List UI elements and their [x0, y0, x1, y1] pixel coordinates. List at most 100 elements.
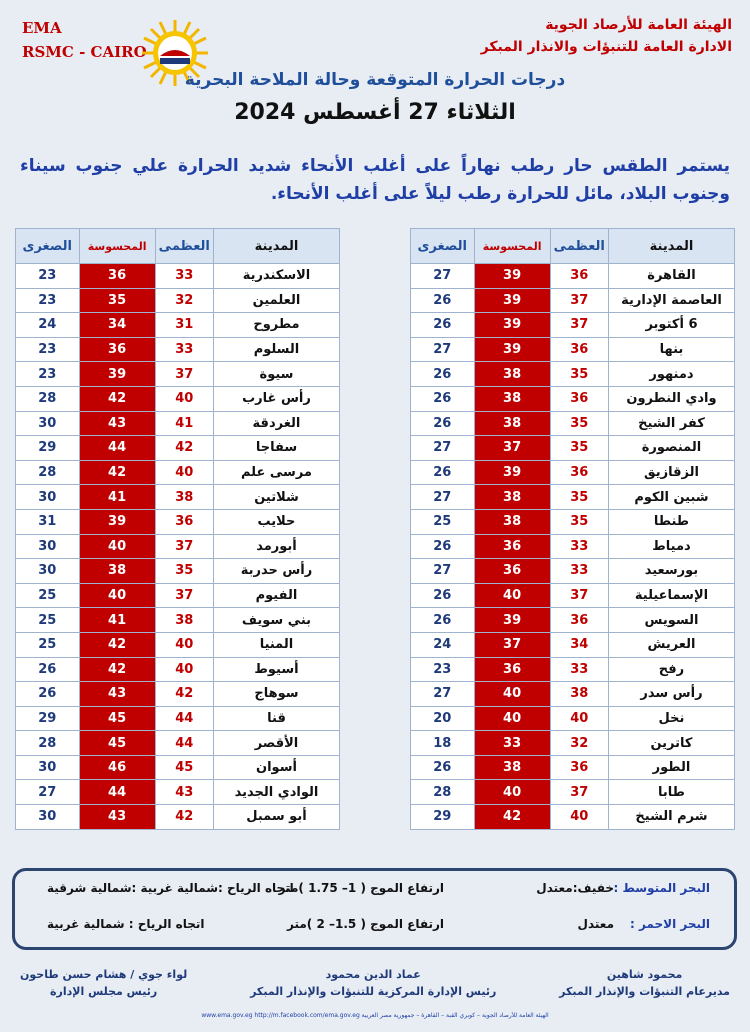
- row: سيوة 37 39 23: [15, 361, 341, 387]
- column-header: العظمى: [154, 228, 214, 264]
- city-cell: وادي النطرون: [607, 385, 736, 412]
- temperature-cell: 37: [473, 631, 551, 658]
- temperature-cell: 23: [15, 361, 80, 387]
- temperature-cell: 39: [473, 336, 551, 363]
- signatures: محمود شاهين مديرعام التنبؤات والإنذار الم…: [20, 966, 730, 1000]
- row: أسوان 45 46 30: [15, 754, 341, 781]
- temperature-cell: 40: [473, 681, 551, 707]
- temperature-cell: 27: [410, 558, 475, 584]
- city-cell: كفر الشيخ: [607, 410, 736, 437]
- marine-box: البحر المتوسط : خفيف:معتدل ارتفاع الموج ( …: [12, 868, 737, 950]
- row: وادي النطرون 36 38 26: [410, 385, 736, 412]
- row: أسيوط 40 42 26: [15, 656, 341, 683]
- temperature-cell: 42: [78, 385, 156, 412]
- row: المنصورة 35 37 27: [410, 435, 736, 461]
- temperature-cell: 25: [15, 631, 80, 658]
- temperature-cell: 35: [549, 484, 609, 510]
- signature-role: رئيس الإدارة المركزية للتنبؤات والإنذار …: [250, 985, 497, 998]
- temperature-cell: 26: [410, 312, 475, 338]
- footer: الهيئة العامة للأرصاد الجوية – كوبري الق…: [201, 1012, 549, 1019]
- city-cell: السلوم: [212, 336, 341, 363]
- header-line: الهيئة العامة للأرصاد الجوية: [545, 17, 732, 33]
- temperature-cell: 27: [410, 681, 475, 707]
- temperature-table: المدينة العظمى المحسوسة الصغرى القاهرة 36 39 27…: [410, 228, 736, 830]
- temperature-cell: 27: [410, 484, 475, 510]
- temperature-cell: 42: [154, 681, 214, 707]
- marine-wind: اتجاه الرياح : شمالية غربية: [47, 917, 205, 931]
- city-cell: رفح: [607, 656, 736, 683]
- temperature-cell: 26: [410, 410, 475, 437]
- temperature-cell: 42: [78, 459, 156, 486]
- city-cell: المنصورة: [607, 435, 736, 461]
- temperature-cell: 32: [549, 730, 609, 756]
- row: كفر الشيخ 35 38 26: [410, 410, 736, 437]
- marine-waves: ارتفاع الموج ( 1– 1.75 )متر: [278, 881, 444, 895]
- temperature-cell: 33: [473, 730, 551, 756]
- temperature-cell: 35: [549, 361, 609, 387]
- temperature-cell: 39: [473, 607, 551, 633]
- row: طابا 37 40 28: [410, 779, 736, 806]
- temperature-cell: 30: [15, 804, 80, 830]
- city-cell: العلمين: [212, 287, 341, 314]
- temperature-cell: 38: [473, 385, 551, 412]
- marine-sea: البحر المتوسط :: [613, 881, 710, 895]
- row: رأس حدربة 35 38 30: [15, 558, 341, 584]
- temperature-cell: 27: [410, 263, 475, 289]
- temperature-cell: 38: [473, 484, 551, 510]
- row: رفح 33 36 23: [410, 656, 736, 683]
- temperature-cell: 33: [549, 656, 609, 683]
- row: حلايب 36 39 31: [15, 508, 341, 535]
- temperature-cell: 39: [78, 361, 156, 387]
- temperature-cell: 26: [410, 582, 475, 609]
- city-cell: شرم الشيخ: [607, 804, 736, 830]
- row: شلاتين 38 41 30: [15, 484, 341, 510]
- temperature-cell: 30: [15, 558, 80, 584]
- temperature-cell: 37: [549, 779, 609, 806]
- signature-role: مديرعام التنبؤات والإنذار المبكر: [559, 985, 730, 998]
- city-cell: الزقازيق: [607, 459, 736, 486]
- temperature-cell: 23: [410, 656, 475, 683]
- city-cell: دمياط: [607, 533, 736, 560]
- row: سوهاج 42 43 26: [15, 681, 341, 707]
- city-cell: الفيوم: [212, 582, 341, 609]
- city-cell: حلايب: [212, 508, 341, 535]
- marine-wind: اتجاه الرياح :شمالية غربية :شمالية شرقية: [47, 881, 294, 895]
- temperature-cell: 26: [410, 385, 475, 412]
- temperature-cell: 44: [78, 435, 156, 461]
- temperature-cell: 18: [410, 730, 475, 756]
- temperature-cell: 25: [15, 582, 80, 609]
- marine-waves: ارتفاع الموج ( 1.5– 2 )متر: [286, 917, 444, 931]
- temperature-cell: 39: [78, 508, 156, 535]
- temperature-cell: 30: [15, 754, 80, 781]
- row: السلوم 33 36 23: [15, 336, 341, 363]
- date: الثلاثاء 27 أغسطس 2024: [234, 100, 516, 125]
- header-line: RSMC - CAIRO: [22, 43, 147, 61]
- temperature-cell: 35: [154, 558, 214, 584]
- temperature-cell: 44: [78, 779, 156, 806]
- temperature-cell: 32: [154, 287, 214, 314]
- column-header: المحسوسة: [78, 228, 156, 264]
- row: المنيا 40 42 25: [15, 631, 341, 658]
- temperature-cell: 38: [473, 410, 551, 437]
- temperature-cell: 26: [15, 656, 80, 683]
- row: قنا 44 45 29: [15, 705, 341, 732]
- row: رأس غارب 40 42 28: [15, 385, 341, 412]
- temperature-cell: 33: [549, 558, 609, 584]
- temperature-cell: 39: [473, 263, 551, 289]
- temperature-cell: 41: [78, 484, 156, 510]
- temperature-cell: 39: [473, 459, 551, 486]
- city-cell: أسوان: [212, 754, 341, 781]
- city-cell: سفاجا: [212, 435, 341, 461]
- temperature-cell: 40: [473, 779, 551, 806]
- signature-role: رئيس مجلس الإدارة: [50, 985, 158, 998]
- temperature-cell: 24: [410, 631, 475, 658]
- city-cell: الاسكندرية: [212, 263, 341, 289]
- row: 6 أكتوبر 37 39 26: [410, 312, 736, 338]
- row: العاصمة الإدارية 37 39 26: [410, 287, 736, 314]
- temperature-cell: 29: [15, 705, 80, 732]
- row: أبورمد 37 40 30: [15, 533, 341, 560]
- temperature-cell: 36: [549, 607, 609, 633]
- row: نخل 40 40 20: [410, 705, 736, 732]
- temperature-cell: 36: [473, 656, 551, 683]
- temperature-cell: 37: [154, 361, 214, 387]
